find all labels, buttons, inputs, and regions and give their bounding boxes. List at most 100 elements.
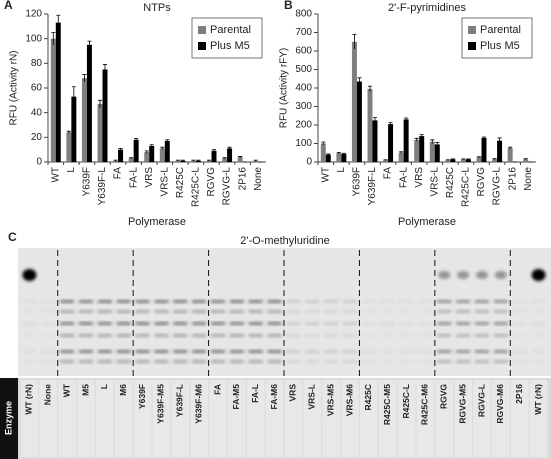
bar [450, 159, 456, 162]
error-bar [492, 158, 497, 160]
lane-label-cell [341, 380, 359, 457]
bar [320, 143, 326, 162]
gel-band [267, 300, 282, 303]
error-bar [388, 122, 393, 126]
gel-band [475, 350, 489, 353]
bar [159, 148, 165, 162]
gel-band [532, 360, 546, 363]
error-bar [341, 152, 346, 155]
bar [71, 96, 77, 162]
lane-label-cell [133, 380, 152, 457]
gel-band [97, 322, 112, 325]
panel-label: A [4, 0, 13, 12]
error-bar [134, 138, 139, 142]
error-bar [82, 74, 87, 82]
gel-band [400, 360, 414, 363]
gel-band [456, 350, 471, 353]
gel-band [456, 360, 471, 363]
chart-title: NTPs [143, 2, 171, 14]
gel-band [22, 322, 37, 325]
gel-band [513, 334, 527, 337]
bar [445, 160, 451, 162]
bar [403, 119, 409, 162]
gel-band [475, 300, 489, 303]
legend-label: Parental [210, 24, 251, 36]
gel-band [493, 334, 508, 337]
gel-band [305, 322, 320, 325]
gel-band [41, 360, 55, 363]
y-tick-label: 0 [36, 157, 42, 168]
gel-band [79, 322, 93, 325]
lane-label: RGVG-M5 [457, 384, 467, 424]
legend-box [191, 17, 263, 59]
bar [128, 158, 134, 162]
gel-band [173, 322, 188, 325]
error-bar [253, 159, 258, 162]
bar [414, 139, 420, 162]
x-tick-label: 2P16 [507, 167, 518, 191]
lane-label-cell [77, 380, 95, 457]
error-bar [523, 158, 528, 160]
gel-band [211, 334, 225, 337]
gel-band [116, 300, 131, 303]
bar [144, 152, 150, 162]
gel-band [494, 271, 507, 279]
gel-band [248, 334, 263, 337]
gel-band [22, 334, 36, 337]
gel-band [135, 360, 150, 363]
error-bar [149, 144, 154, 148]
gel-band [41, 334, 55, 337]
gel-band [324, 360, 339, 363]
gel-band [381, 310, 395, 313]
gel-band [381, 360, 395, 363]
x-axis-label: Polymerase [398, 216, 456, 228]
gel-band [286, 350, 301, 353]
bar [164, 141, 170, 162]
error-bar [102, 64, 107, 75]
lane-label-cell [190, 380, 209, 457]
bar [55, 22, 61, 163]
bar [481, 137, 487, 162]
error-bar [461, 158, 466, 160]
bar [118, 149, 124, 162]
error-bar [368, 85, 373, 92]
lane-label: M5 [80, 384, 90, 396]
gel-band [361, 322, 376, 325]
lane-label: M6 [118, 384, 128, 396]
gel-band [22, 269, 37, 281]
gel-band [361, 300, 376, 303]
x-tick-label: WT [320, 167, 331, 183]
lane-label: FA-L [250, 384, 260, 403]
gel-band [343, 300, 357, 303]
gel-band [493, 300, 508, 303]
gel-band [476, 271, 488, 279]
error-bar [196, 159, 201, 162]
gel-band [154, 360, 169, 363]
error-bar [87, 40, 92, 49]
gel-band [286, 334, 301, 337]
gel-band [437, 350, 452, 353]
gel-band [286, 322, 301, 325]
bar [429, 141, 435, 162]
gel-band [532, 334, 546, 337]
gel-band [154, 334, 169, 337]
bar [336, 153, 342, 162]
x-tick-label: L [66, 167, 77, 173]
gel-band [97, 310, 112, 313]
x-tick-label: None [523, 167, 534, 191]
gel-band [531, 322, 546, 325]
lane-label: R425C-M6 [420, 384, 430, 425]
error-bar [191, 159, 196, 162]
x-tick-label: RGVG-L [492, 167, 503, 206]
gel-band [380, 322, 395, 325]
x-tick-label: FA [113, 167, 124, 180]
bar [497, 140, 503, 162]
bar [149, 145, 155, 162]
gel-band [381, 334, 395, 337]
lane-label: None [43, 384, 53, 406]
lane-label-cell [454, 380, 473, 457]
legend-swatch [468, 42, 476, 50]
error-bar [321, 141, 326, 145]
gel-band [305, 360, 320, 363]
